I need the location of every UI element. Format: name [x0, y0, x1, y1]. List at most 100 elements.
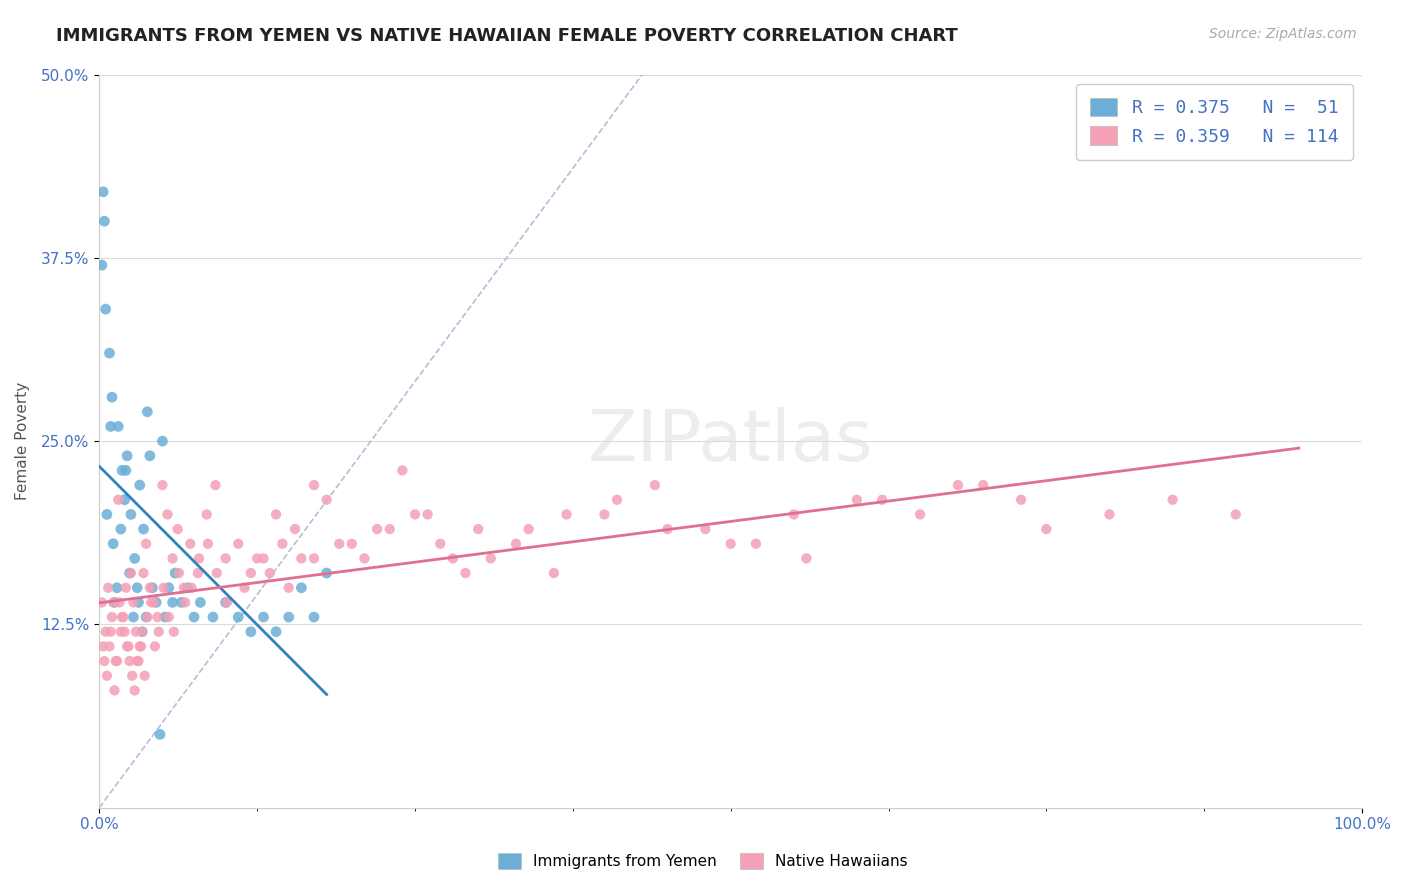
Point	[366, 522, 388, 536]
Point	[146, 610, 169, 624]
Point	[166, 522, 188, 536]
Point	[290, 581, 312, 595]
Point	[114, 624, 136, 639]
Point	[114, 492, 136, 507]
Point	[378, 522, 401, 536]
Point	[157, 610, 180, 624]
Point	[870, 492, 893, 507]
Point	[103, 595, 125, 609]
Point	[118, 654, 141, 668]
Point	[100, 419, 122, 434]
Point	[93, 214, 115, 228]
Point	[167, 566, 190, 580]
Point	[315, 492, 337, 507]
Point	[94, 302, 117, 317]
Point	[139, 449, 162, 463]
Point	[271, 537, 294, 551]
Point	[98, 346, 121, 360]
Point	[118, 566, 141, 580]
Point	[264, 624, 287, 639]
Point	[543, 566, 565, 580]
Point	[259, 566, 281, 580]
Point	[143, 640, 166, 654]
Point	[302, 610, 325, 624]
Text: ZIPatlas: ZIPatlas	[588, 407, 873, 475]
Point	[214, 551, 236, 566]
Point	[131, 624, 153, 639]
Point	[120, 566, 142, 580]
Point	[845, 492, 868, 507]
Point	[204, 478, 226, 492]
Point	[972, 478, 994, 492]
Point	[1035, 522, 1057, 536]
Point	[136, 405, 159, 419]
Point	[187, 566, 209, 580]
Point	[90, 258, 112, 272]
Point	[156, 508, 179, 522]
Point	[101, 610, 124, 624]
Point	[467, 522, 489, 536]
Point	[124, 551, 146, 566]
Point	[103, 595, 125, 609]
Point	[165, 566, 187, 580]
Point	[152, 478, 174, 492]
Point	[157, 581, 180, 595]
Point	[183, 610, 205, 624]
Point	[277, 610, 299, 624]
Point	[720, 537, 742, 551]
Point	[555, 508, 578, 522]
Point	[145, 595, 167, 609]
Point	[252, 610, 274, 624]
Point	[226, 537, 249, 551]
Point	[226, 610, 249, 624]
Point	[115, 581, 138, 595]
Point	[127, 654, 149, 668]
Point	[908, 508, 931, 522]
Point	[110, 522, 132, 536]
Point	[115, 640, 138, 654]
Point	[117, 640, 139, 654]
Point	[179, 537, 201, 551]
Point	[115, 463, 138, 477]
Point	[111, 463, 134, 477]
Point	[111, 610, 134, 624]
Point	[657, 522, 679, 536]
Point	[124, 683, 146, 698]
Legend: Immigrants from Yemen, Native Hawaiians: Immigrants from Yemen, Native Hawaiians	[492, 847, 914, 875]
Point	[173, 581, 195, 595]
Point	[101, 390, 124, 404]
Point	[946, 478, 969, 492]
Point	[122, 595, 145, 609]
Point	[177, 581, 200, 595]
Point	[1225, 508, 1247, 522]
Point	[121, 669, 143, 683]
Point	[441, 551, 464, 566]
Point	[252, 551, 274, 566]
Point	[162, 595, 184, 609]
Point	[142, 595, 165, 609]
Point	[197, 537, 219, 551]
Point	[100, 624, 122, 639]
Point	[93, 654, 115, 668]
Point	[353, 551, 375, 566]
Point	[122, 610, 145, 624]
Point	[340, 537, 363, 551]
Point	[103, 537, 125, 551]
Point	[233, 581, 256, 595]
Point	[91, 185, 114, 199]
Point	[107, 419, 129, 434]
Point	[134, 669, 156, 683]
Point	[125, 624, 148, 639]
Point	[115, 449, 138, 463]
Point	[215, 595, 238, 609]
Point	[136, 610, 159, 624]
Point	[128, 478, 150, 492]
Point	[328, 537, 350, 551]
Point	[170, 595, 193, 609]
Point	[205, 566, 228, 580]
Point	[98, 640, 121, 654]
Point	[105, 654, 128, 668]
Point	[214, 595, 236, 609]
Point	[132, 522, 155, 536]
Point	[135, 537, 157, 551]
